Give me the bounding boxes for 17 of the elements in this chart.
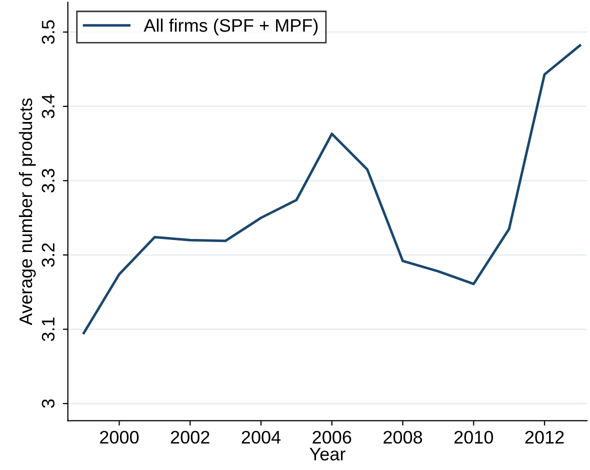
- line-series: [82, 44, 582, 334]
- x-tick-label: 2002: [170, 430, 210, 444]
- x-tick-label: 2010: [454, 430, 494, 444]
- x-tick-label: 2004: [242, 430, 281, 444]
- y-axis-title: Average number of products: [18, 98, 36, 326]
- legend-label: All firms (SPF + MPF): [144, 18, 318, 36]
- y-tick-label: 3.1: [42, 318, 55, 342]
- y-tick-label: 3.4: [42, 94, 55, 118]
- y-tick-label: 3.3: [42, 168, 55, 193]
- x-tick-label: 2008: [384, 430, 422, 444]
- x-tick-label: 2000: [100, 430, 139, 444]
- y-tick-label: 3.2: [42, 243, 55, 267]
- y-tick-label: 3: [42, 399, 55, 408]
- x-tick-label: 2012: [525, 430, 564, 444]
- x-axis-title: Year: [310, 448, 346, 460]
- x-tick-label: 2006: [312, 430, 352, 444]
- y-tick-label: 3.5: [42, 20, 55, 44]
